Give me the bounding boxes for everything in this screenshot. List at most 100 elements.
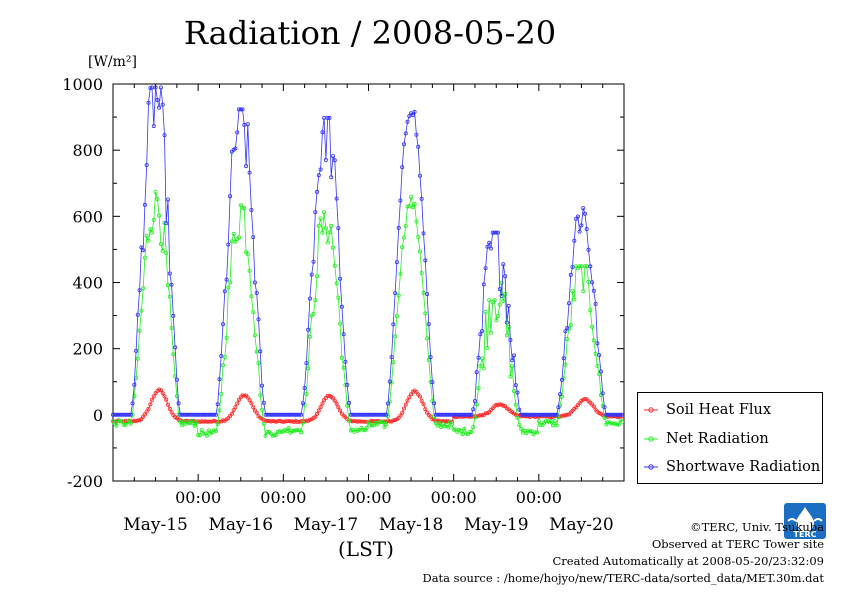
data-point-soil-heat-flux bbox=[403, 402, 408, 407]
data-point-shortwave-radiation bbox=[162, 133, 167, 138]
data-point-shortwave-radiation bbox=[313, 210, 318, 215]
data-point-net-radiation bbox=[121, 422, 126, 427]
data-point-net-radiation bbox=[425, 336, 430, 341]
data-point-net-radiation bbox=[256, 361, 261, 366]
data-point-shortwave-radiation bbox=[572, 238, 577, 243]
data-point-net-radiation bbox=[217, 408, 222, 413]
data-point-shortwave-radiation bbox=[219, 353, 224, 358]
data-point-net-radiation bbox=[332, 263, 337, 268]
data-point-net-radiation bbox=[435, 423, 440, 428]
data-point-soil-heat-flux bbox=[405, 398, 410, 403]
data-point-net-radiation bbox=[400, 245, 405, 250]
data-point-shortwave-radiation bbox=[495, 230, 500, 235]
data-point-shortwave-radiation bbox=[591, 288, 596, 293]
data-point-net-radiation bbox=[295, 428, 300, 433]
x-day-label: May-19 bbox=[464, 515, 529, 535]
data-point-shortwave-radiation bbox=[139, 245, 144, 250]
data-point-shortwave-radiation bbox=[485, 244, 490, 249]
data-point-shortwave-radiation bbox=[597, 353, 602, 358]
data-point-soil-heat-flux bbox=[325, 393, 330, 398]
data-point-shortwave-radiation bbox=[568, 272, 573, 277]
data-point-shortwave-radiation bbox=[300, 401, 305, 406]
data-point-net-radiation bbox=[313, 298, 318, 303]
data-point-net-radiation bbox=[169, 325, 174, 330]
data-point-soil-heat-flux bbox=[359, 419, 364, 424]
data-point-net-radiation bbox=[529, 429, 534, 434]
data-point-shortwave-radiation bbox=[469, 412, 474, 417]
data-point-shortwave-radiation bbox=[474, 370, 479, 375]
data-point-net-radiation bbox=[226, 285, 231, 290]
data-point-shortwave-radiation bbox=[309, 272, 314, 277]
data-point-net-radiation bbox=[568, 323, 573, 328]
data-point-shortwave-radiation bbox=[577, 229, 582, 234]
x-day-label: May-16 bbox=[208, 515, 273, 535]
data-point-net-radiation bbox=[286, 426, 291, 431]
data-point-shortwave-radiation bbox=[258, 349, 263, 354]
data-point-net-radiation bbox=[467, 430, 472, 435]
data-point-soil-heat-flux bbox=[167, 406, 172, 411]
data-point-net-radiation bbox=[164, 251, 169, 256]
data-point-net-radiation bbox=[341, 365, 346, 370]
legend-item-soil-heat-flux: Soil Heat Flux bbox=[644, 398, 771, 422]
data-point-net-radiation bbox=[426, 357, 431, 362]
data-point-net-radiation bbox=[510, 364, 515, 369]
data-point-net-radiation bbox=[194, 420, 199, 425]
data-point-net-radiation bbox=[231, 231, 236, 236]
data-point-shortwave-radiation bbox=[325, 115, 330, 120]
data-point-soil-heat-flux bbox=[320, 401, 325, 406]
x-axis: 00:00 May-15 00:00 May-16 00:00 May-17 00:00 Ma… bbox=[112, 84, 625, 535]
terc-logo-icon: TERC bbox=[784, 503, 826, 539]
data-point-net-radiation bbox=[620, 419, 625, 424]
data-point-net-radiation bbox=[144, 233, 149, 238]
legend-item-shortwave-radiation: Shortwave Radiation bbox=[644, 455, 820, 479]
data-point-shortwave-radiation bbox=[212, 412, 217, 417]
data-point-shortwave-radiation bbox=[476, 355, 481, 360]
credit-created: Created Automatically at 2008-05-20/23:3… bbox=[552, 554, 825, 568]
data-point-soil-heat-flux bbox=[497, 402, 502, 407]
x-tick-time-label: 00:00 bbox=[431, 488, 477, 507]
data-point-shortwave-radiation bbox=[204, 412, 209, 417]
data-point-soil-heat-flux bbox=[352, 418, 357, 423]
data-point-shortwave-radiation bbox=[318, 167, 323, 172]
data-point-shortwave-radiation bbox=[144, 162, 149, 167]
data-point-net-radiation bbox=[160, 248, 165, 253]
data-point-shortwave-radiation bbox=[575, 214, 580, 219]
data-point-shortwave-radiation bbox=[426, 322, 431, 327]
data-point-net-radiation bbox=[451, 427, 456, 432]
data-point-soil-heat-flux bbox=[297, 419, 302, 424]
data-point-shortwave-radiation bbox=[160, 102, 165, 107]
data-point-net-radiation bbox=[412, 201, 417, 206]
data-point-soil-heat-flux bbox=[275, 419, 280, 424]
data-point-net-radiation bbox=[588, 308, 593, 313]
data-point-shortwave-radiation bbox=[487, 240, 492, 245]
data-point-net-radiation bbox=[439, 425, 444, 430]
data-point-net-radiation bbox=[171, 352, 176, 357]
data-point-soil-heat-flux bbox=[318, 404, 323, 409]
data-point-net-radiation bbox=[508, 374, 513, 379]
data-point-shortwave-radiation bbox=[563, 329, 568, 334]
data-point-net-radiation bbox=[446, 425, 451, 430]
data-point-soil-heat-flux bbox=[240, 393, 245, 398]
data-point-soil-heat-flux bbox=[160, 391, 165, 396]
data-point-shortwave-radiation bbox=[341, 332, 346, 337]
data-point-soil-heat-flux bbox=[357, 419, 362, 424]
data-point-shortwave-radiation bbox=[155, 97, 160, 102]
data-point-shortwave-radiation bbox=[323, 157, 328, 162]
data-point-net-radiation bbox=[474, 402, 479, 407]
data-point-shortwave-radiation bbox=[510, 358, 515, 363]
data-point-shortwave-radiation bbox=[215, 402, 220, 407]
data-point-shortwave-radiation bbox=[432, 401, 437, 406]
data-point-net-radiation bbox=[149, 230, 154, 235]
data-point-net-radiation bbox=[158, 242, 163, 247]
data-point-shortwave-radiation bbox=[157, 105, 162, 110]
series-line-net-radiation bbox=[112, 191, 623, 438]
data-point-shortwave-radiation bbox=[213, 412, 218, 417]
data-point-shortwave-radiation bbox=[602, 405, 607, 410]
data-point-net-radiation bbox=[233, 239, 238, 244]
data-point-soil-heat-flux bbox=[288, 419, 293, 424]
data-point-shortwave-radiation bbox=[151, 124, 156, 129]
data-point-net-radiation bbox=[448, 419, 453, 424]
data-point-net-radiation bbox=[407, 204, 412, 209]
data-point-net-radiation bbox=[219, 391, 224, 396]
data-point-shortwave-radiation bbox=[146, 100, 151, 105]
